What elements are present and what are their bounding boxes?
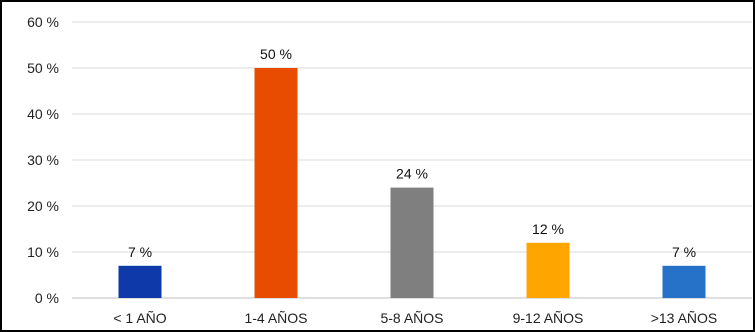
x-axis-ticks: < 1 AÑO 1-4 AÑOS 5-8 AÑOS 9-12 AÑOS >13 AÑOS <box>113 310 717 326</box>
x-tick-label: >13 AÑOS <box>651 310 718 326</box>
data-label: 24 % <box>396 166 428 182</box>
x-tick-label: 1-4 AÑOS <box>244 310 307 326</box>
bars <box>118 68 706 298</box>
data-label: 7 % <box>672 244 696 260</box>
bar <box>254 68 298 298</box>
y-tick-label: 60 % <box>27 14 59 30</box>
data-label: 12 % <box>532 221 564 237</box>
bar <box>118 265 162 298</box>
x-tick-label: 5-8 AÑOS <box>380 310 443 326</box>
data-label: 7 % <box>128 244 152 260</box>
y-tick-label: 20 % <box>27 198 59 214</box>
bar <box>390 187 434 298</box>
data-label: 50 % <box>260 46 292 62</box>
y-tick-label: 0 % <box>35 290 59 306</box>
y-axis-ticks: 0 % 10 % 20 % 30 % 40 % 50 % 60 % <box>27 14 59 306</box>
y-tick-label: 30 % <box>27 152 59 168</box>
bar <box>526 242 570 298</box>
y-tick-label: 40 % <box>27 106 59 122</box>
y-tick-label: 50 % <box>27 60 59 76</box>
x-tick-label: < 1 AÑO <box>113 310 166 326</box>
data-labels: 7 % 50 % 24 % 12 % 7 % <box>128 46 696 260</box>
y-tick-label: 10 % <box>27 244 59 260</box>
x-tick-label: 9-12 AÑOS <box>513 310 584 326</box>
bar <box>662 265 706 298</box>
